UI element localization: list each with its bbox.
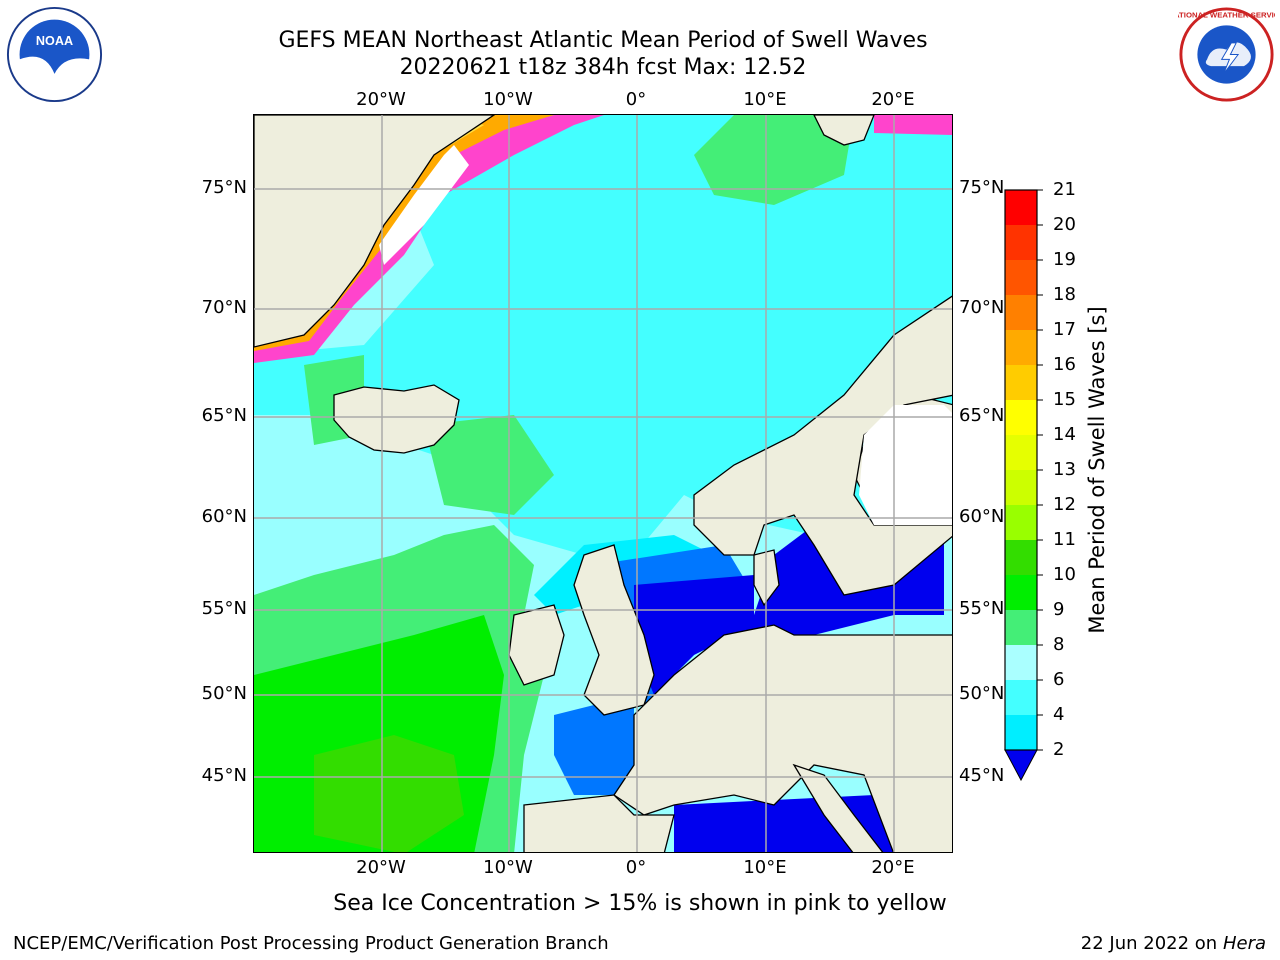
lon-tick-bottom: 20°W [356, 857, 406, 878]
colorbar-tick-label: 11 [1053, 529, 1076, 550]
svg-text:NOAA: NOAA [36, 34, 73, 48]
footer-credit: NCEP/EMC/Verification Post Processing Pr… [13, 933, 609, 954]
colorbar-extend-arrow [1004, 749, 1038, 782]
lat-tick-right: 75°N [959, 177, 1005, 198]
nws-logo: NATIONAL WEATHER SERVICE [1178, 7, 1275, 102]
map-frame [253, 114, 953, 853]
colorbar-tick-label: 8 [1053, 634, 1065, 655]
colorbar-tick-label: 6 [1053, 669, 1065, 690]
land-greenland [254, 115, 496, 348]
colorbar-tick-label: 12 [1053, 494, 1076, 515]
swell-band-2-4-biscay [554, 695, 634, 795]
colorbar-tick-label: 13 [1053, 459, 1076, 480]
footer-host: Hera [1222, 933, 1266, 954]
colorbar-tick-label: 14 [1053, 424, 1076, 445]
colorbar-segment [1005, 365, 1037, 401]
lat-tick-left: 65°N [201, 405, 247, 426]
colorbar-segment [1005, 505, 1037, 541]
map-canvas [254, 115, 952, 852]
colorbar-segment [1005, 610, 1037, 646]
lat-tick-right: 70°N [959, 297, 1005, 318]
lat-tick-left: 50°N [201, 683, 247, 704]
sea-ice-note: Sea Ice Concentration > 15% is shown in … [333, 891, 947, 916]
colorbar-tick-label: 16 [1053, 354, 1076, 375]
graticule [254, 115, 952, 852]
lat-tick-left: 60°N [201, 506, 247, 527]
noaa-logo: NOAA [6, 6, 103, 103]
colorbar-segment [1005, 260, 1037, 296]
lon-tick-bottom: 20°E [871, 857, 915, 878]
lat-tick-left: 45°N [201, 765, 247, 786]
chart-subtitle-forecast: 20220621 t18z 384h fcst Max: 12.52 [399, 55, 807, 80]
svg-text:NATIONAL WEATHER SERVICE: NATIONAL WEATHER SERVICE [1178, 11, 1275, 20]
colorbar-segment [1005, 435, 1037, 471]
lon-tick-bottom: 10°E [743, 857, 787, 878]
colorbar-tick-label: 4 [1053, 704, 1065, 725]
swell-patch-faroe [424, 415, 554, 515]
colorbar-segment [1005, 225, 1037, 261]
colorbar [1004, 189, 1043, 782]
swell-band-11-12 [314, 735, 464, 852]
lon-tick-top: 0° [625, 89, 647, 110]
lat-tick-right: 55°N [959, 598, 1005, 619]
swell-band-low-northsea [634, 575, 754, 695]
colorbar-tick-label: 19 [1053, 249, 1076, 270]
lat-tick-right: 60°N [959, 506, 1005, 527]
lon-tick-top: 10°E [743, 89, 787, 110]
colorbar-tick-label: 15 [1053, 389, 1076, 410]
lat-tick-left: 70°N [201, 297, 247, 318]
sea-ice-edge [254, 115, 604, 363]
lat-tick-left: 55°N [201, 598, 247, 619]
colorbar-segment [1005, 540, 1037, 576]
lon-tick-top: 20°W [356, 89, 406, 110]
lat-tick-left: 75°N [201, 177, 247, 198]
land-norway-sweden [693, 295, 952, 596]
greenland-icefield [379, 145, 469, 265]
lat-tick-right: 50°N [959, 683, 1005, 704]
colorbar-tick-label: 21 [1053, 179, 1076, 200]
sea-ice-svalbard [874, 115, 952, 135]
colorbar-segment [1005, 330, 1037, 366]
colorbar-segment [1005, 645, 1037, 681]
colorbar-tick-label: 10 [1053, 564, 1076, 585]
gulf-of-bothnia-nodata [859, 405, 952, 525]
land-continental-europe [613, 624, 952, 852]
swell-patch-barents [694, 115, 854, 205]
colorbar-segment [1005, 400, 1037, 436]
colorbar-tick-label: 20 [1053, 214, 1076, 235]
lon-tick-top: 20°E [871, 89, 915, 110]
lon-tick-bottom: 10°W [483, 857, 533, 878]
colorbar-tick-label: 17 [1053, 319, 1076, 340]
colorbar-tick-label: 18 [1053, 284, 1076, 305]
colorbar-tick-label: 2 [1053, 739, 1065, 760]
colorbar-segment [1005, 680, 1037, 716]
lat-tick-right: 65°N [959, 405, 1005, 426]
chart-title: GEFS MEAN Northeast Atlantic Mean Period… [278, 28, 928, 53]
colorbar-segment [1005, 295, 1037, 331]
land-italy [792, 763, 884, 852]
land-iceland [333, 384, 460, 454]
lon-tick-top: 10°W [483, 89, 533, 110]
footer-date-text: 22 Jun 2022 on [1080, 933, 1218, 954]
footer-date: 22 Jun 2022 on Hera [1081, 933, 1266, 954]
land-svalbard [813, 115, 875, 146]
colorbar-segment [1005, 715, 1037, 751]
colorbar-segment [1005, 190, 1037, 226]
lon-tick-bottom: 0° [625, 857, 647, 878]
colorbar-label: Mean Period of Swell Waves [s] [1085, 306, 1109, 634]
colorbar-tick-label: 9 [1053, 599, 1065, 620]
lat-tick-right: 45°N [959, 765, 1005, 786]
colorbar-segment [1005, 575, 1037, 611]
colorbar-segment [1005, 470, 1037, 506]
